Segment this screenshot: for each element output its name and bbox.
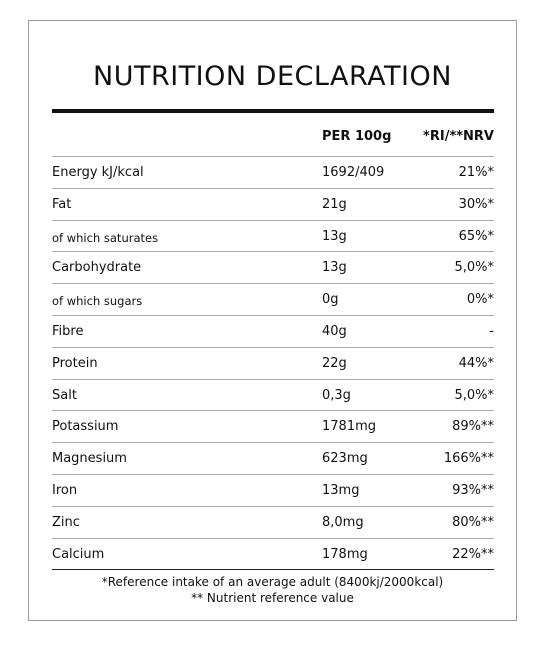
nutrient-name: Zinc	[52, 514, 80, 530]
nutrient-ri: 166%**	[443, 451, 494, 467]
nutrient-ri: 5,0%*	[454, 260, 494, 276]
nutrient-name: Fat	[52, 196, 72, 212]
table-row: Iron 13mg 93%**	[52, 475, 494, 507]
nutrient-value: 1692/409	[322, 165, 385, 180]
nutrient-name: Calcium	[52, 546, 105, 562]
footnotes: *Reference intake of an average adult (8…	[29, 574, 516, 606]
table-row: Protein 22g 44%*	[52, 348, 494, 380]
nutrient-value: 22g	[322, 355, 347, 371]
table-row: Calcium 178mg 22%**	[52, 539, 494, 571]
nutrient-ri: 0%*	[466, 292, 494, 308]
footnote-nutrient-reference-value: ** Nutrient reference value	[191, 591, 354, 605]
nutrient-name: Salt	[52, 387, 77, 403]
nutrient-ri: 22%**	[452, 546, 494, 562]
nutrient-ri: 5,0%*	[454, 387, 494, 403]
table-row: of which saturates 13g 65%*	[52, 221, 494, 253]
nutrient-ri: 21%*	[458, 165, 494, 180]
nutrient-name: Magnesium	[52, 451, 127, 467]
table-row: Energy kJ/kcal 1692/409 21%*	[52, 157, 494, 189]
nutrient-name: Carbohydrate	[52, 260, 142, 276]
nutrient-ri: 30%*	[458, 196, 494, 212]
nutrient-name: of which saturates	[52, 230, 159, 245]
table-row: Zinc 8,0mg 80%**	[52, 507, 494, 539]
nutrient-name: Energy kJ/kcal	[52, 165, 144, 180]
nutrient-name: Fibre	[52, 323, 84, 339]
nutrient-value: 8,0mg	[322, 514, 364, 530]
nutrient-value: 0,3g	[322, 387, 351, 403]
nutrient-value: 40g	[322, 323, 347, 339]
nutrient-value: 21g	[322, 196, 347, 212]
nutrient-value: 13g	[322, 228, 347, 244]
nutrient-ri: 44%*	[458, 355, 494, 371]
nutrient-name: Iron	[52, 482, 78, 498]
panel-title: NUTRITION DECLARATION	[93, 61, 452, 92]
nutrient-value: 1781mg	[322, 419, 376, 435]
nutrient-value: 178mg	[322, 546, 368, 562]
nutrient-value: 623mg	[322, 451, 368, 467]
nutrient-value: 0g	[322, 292, 339, 308]
nutrient-name: of which sugars	[52, 294, 143, 309]
footnote-reference-intake: *Reference intake of an average adult (8…	[101, 575, 444, 589]
table-row: Salt 0,3g 5,0%*	[52, 380, 494, 412]
nutrient-ri: 80%**	[452, 514, 494, 530]
table-row: of which sugars 0g 0%*	[52, 284, 494, 316]
nutrient-ri: 65%*	[458, 228, 494, 244]
title-rule	[52, 109, 494, 113]
nutrient-name: Protein	[52, 355, 98, 371]
nutrient-name: Potassium	[52, 419, 119, 435]
table-header: PER 100g *RI/**NRV	[52, 113, 494, 157]
column-header-per-100g: PER 100g	[322, 129, 392, 144]
nutrient-value: 13mg	[322, 482, 360, 498]
nutrition-table: Energy kJ/kcal 1692/409 21%* Fat 21g 30%…	[52, 157, 494, 571]
nutrient-ri: 89%**	[452, 419, 494, 435]
nutrient-value: 13g	[322, 260, 347, 276]
table-row: Fibre 40g -	[52, 316, 494, 348]
nutrient-ri: 93%**	[452, 482, 494, 498]
nutrient-ri: -	[489, 323, 494, 339]
table-row: Magnesium 623mg 166%**	[52, 443, 494, 475]
table-row: Carbohydrate 13g 5,0%*	[52, 252, 494, 285]
table-row: Fat 21g 30%*	[52, 189, 494, 221]
table-row: Potassium 1781mg 89%**	[52, 411, 494, 444]
column-header-ri-nrv: *RI/**NRV	[423, 129, 494, 144]
nutrition-panel: NUTRITION DECLARATION PER 100g *RI/**NRV…	[28, 20, 517, 621]
